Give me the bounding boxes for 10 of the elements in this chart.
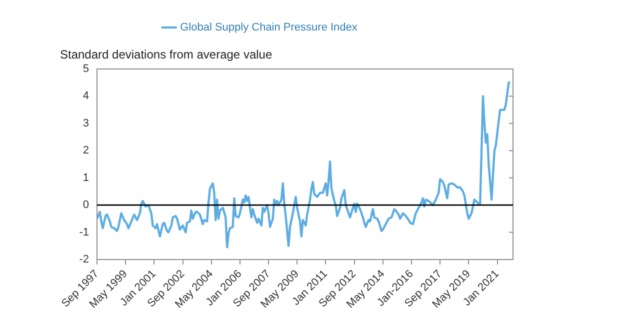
legend-label: Global Supply Chain Pressure Index [180,22,358,34]
y-tick-label: 1 [82,172,89,184]
y-tick-label: 0 [82,199,89,212]
y-tick-label: 4 [82,90,89,102]
y-tick-label: 2 [82,144,89,157]
y-tick-label: 3 [82,117,89,130]
y-tick-label: -1 [79,226,89,238]
y-tick-label: 5 [82,63,89,76]
y-tick-label: -2 [79,254,89,266]
y-axis-title: Standard deviations from average value [60,47,272,62]
